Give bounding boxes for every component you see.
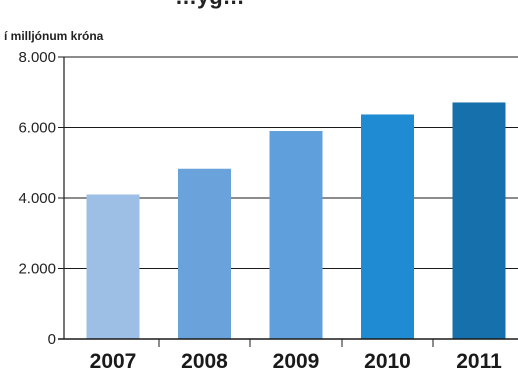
bar-2011	[452, 102, 506, 339]
x-tick-label: 2007	[90, 350, 137, 373]
bar-2007	[86, 194, 140, 339]
y-axis-ticks: 0 2.000 4.000 6.000 8.000	[18, 49, 56, 348]
x-tick-label: 2008	[181, 350, 228, 373]
y-tick-label: 4.000	[18, 190, 56, 207]
y-tick-label: 2.000	[18, 261, 56, 278]
axes	[58, 57, 518, 347]
chart-title: …yg…	[175, 0, 245, 9]
x-tick-label: 2010	[364, 350, 411, 373]
x-tick-label: 2009	[273, 350, 320, 373]
bar-2010	[361, 114, 414, 340]
y-tick-label: 0	[48, 331, 56, 348]
unit-label: í milljónum króna	[4, 29, 104, 43]
bar-2008	[178, 168, 231, 339]
y-tick-label: 6.000	[18, 120, 56, 137]
y-tick-label: 8.000	[18, 49, 56, 66]
bar-2009	[269, 131, 323, 339]
x-axis-ticks: 2007 2008 2009 2010 2011	[90, 350, 502, 373]
x-tick-label: 2011	[456, 350, 502, 373]
bars	[86, 102, 506, 340]
